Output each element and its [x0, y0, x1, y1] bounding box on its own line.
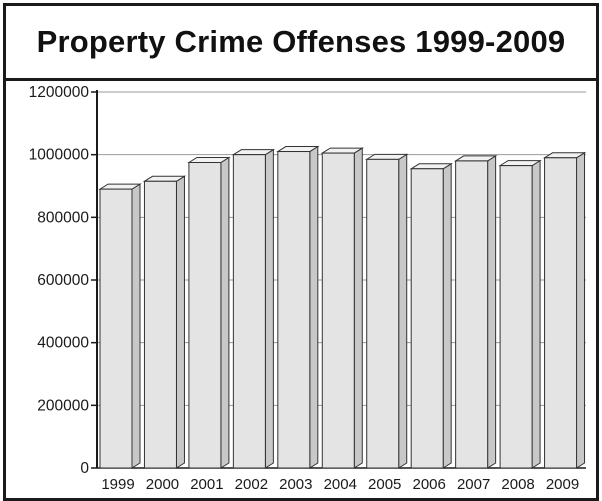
x-tick-label: 2002	[235, 476, 268, 493]
x-tick-labels: 1999 2000 2001 2002 2003 2004 2005 2006 2007 2008…	[101, 476, 579, 493]
y-tick-label: 0	[80, 460, 89, 477]
x-tick-label: 2005	[368, 476, 401, 493]
x-tick-label: 2000	[146, 476, 179, 493]
bar-2008	[498, 159, 542, 469]
bar-2000	[142, 175, 187, 469]
x-tick-label: 1999	[101, 476, 134, 493]
x-tick-label: 2001	[190, 476, 223, 493]
bar-1999	[98, 183, 142, 469]
bar-2005	[364, 153, 409, 469]
x-tick-label: 2009	[546, 476, 579, 493]
bar-2009	[542, 151, 587, 469]
bar-2004	[320, 147, 365, 469]
y-tick-label: 1000000	[29, 147, 90, 164]
y-tick-label: 200000	[37, 397, 89, 414]
y-tick-labels: 0 200000 400000 600000 800000 1000000 1200000	[29, 84, 90, 477]
x-tick-label: 2008	[501, 476, 534, 493]
y-tick-label: 400000	[37, 335, 89, 352]
x-tick-label: 2007	[457, 476, 490, 493]
bars	[98, 145, 587, 469]
title-band: Property Crime Offenses 1999-2009	[6, 6, 596, 81]
bar-2001	[187, 156, 231, 469]
x-tick-label: 2006	[412, 476, 445, 493]
chart-title: Property Crime Offenses 1999-2009	[36, 24, 566, 59]
bar-2003	[276, 145, 320, 469]
y-tick-label: 600000	[37, 272, 89, 289]
bar-2007	[453, 155, 498, 469]
x-tick-label: 2003	[279, 476, 312, 493]
y-tick-label: 800000	[37, 209, 89, 226]
bar-2002	[231, 148, 276, 469]
x-tick-label: 2004	[324, 476, 357, 493]
y-tick-label: 1200000	[29, 84, 90, 101]
bar-2006	[409, 162, 453, 469]
